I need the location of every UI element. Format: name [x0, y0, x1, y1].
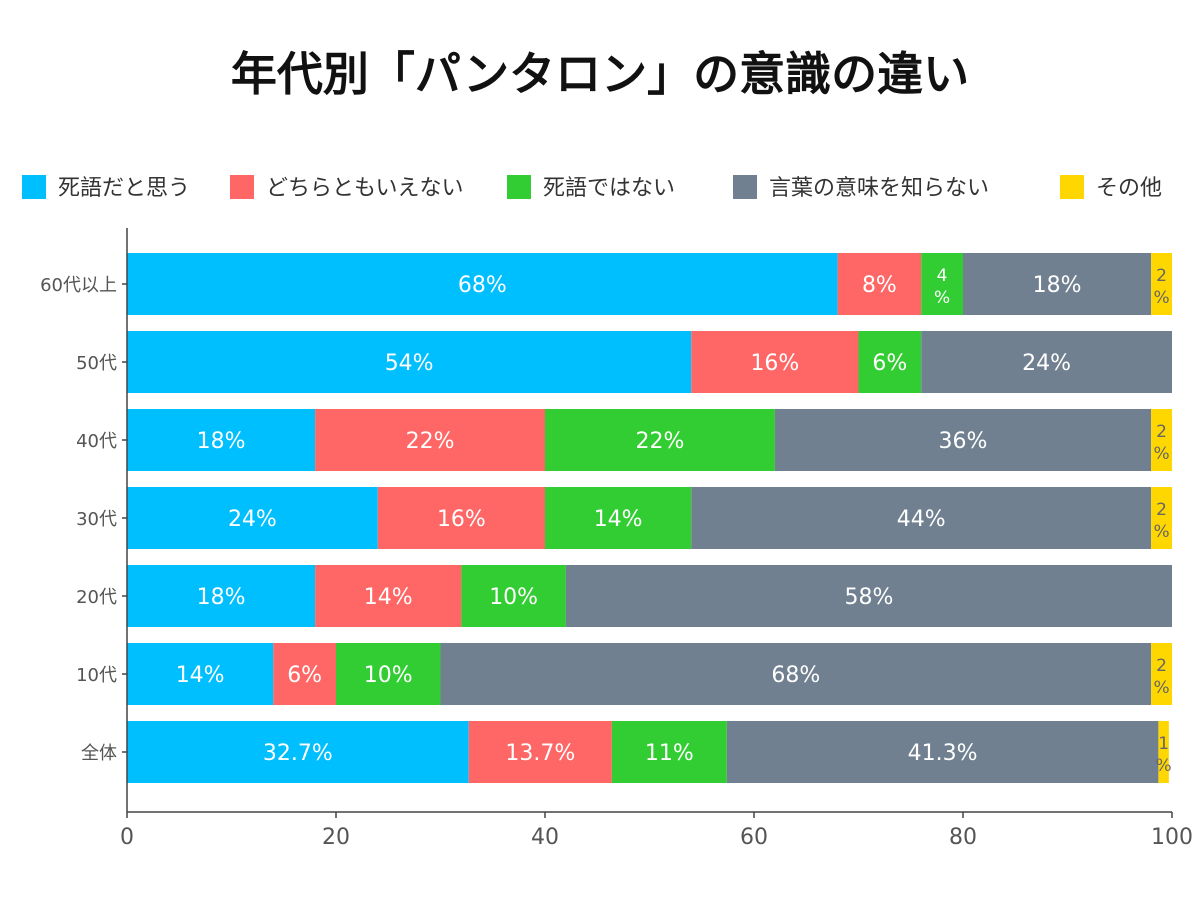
bar-1-3	[921, 331, 1172, 393]
bar-1-0	[127, 331, 692, 393]
bar-4-2	[461, 565, 566, 627]
bar-2-0	[127, 409, 316, 471]
category-label-0: 60代以上	[40, 275, 117, 296]
legend: 死語だと思う どちらともいえない 死語ではない 言葉の意味を知らない その他	[22, 175, 1162, 201]
bar-3-1	[377, 487, 545, 549]
bar-5-0	[127, 643, 274, 705]
bar-1-1	[691, 331, 859, 393]
legend-swatch-2	[507, 175, 531, 199]
axes: 0 20 40 60 80 100	[120, 228, 1193, 850]
x-tick-label-5: 100	[1151, 825, 1193, 850]
bar-label-2-2: 22%	[635, 429, 684, 454]
bar-label-6-1: 13.7%	[505, 741, 575, 766]
bar-5-4	[1151, 643, 1172, 705]
bar-4-3	[565, 565, 1172, 627]
bar-label-3-4: 2%	[1153, 500, 1169, 542]
bar-label-4-0: 18%	[197, 585, 246, 610]
bar-6-3	[726, 721, 1159, 783]
bar-3-3	[691, 487, 1152, 549]
bar-label-3-2: 14%	[594, 507, 643, 532]
bar-1-2	[858, 331, 922, 393]
category-label-4: 20代	[76, 587, 117, 608]
legend-label-1: どちらともいえない	[266, 176, 464, 201]
bar-6-0	[127, 721, 469, 783]
bar-label-1-2: 6%	[872, 351, 907, 376]
legend-label-0: 死語だと思う	[58, 176, 190, 201]
legend-swatch-3	[733, 175, 757, 199]
bar-label-5-0: 14%	[176, 663, 225, 688]
bar-label-0-3: 18%	[1033, 273, 1082, 298]
bar-label-1-3: 24%	[1022, 351, 1071, 376]
bar-6-1	[468, 721, 612, 783]
category-label-1: 50代	[76, 353, 117, 374]
bar-2-3	[774, 409, 1152, 471]
bar-6-2	[611, 721, 727, 783]
bar-label-0-1: 8%	[862, 273, 897, 298]
bar-0-4	[1151, 253, 1172, 315]
category-label-3: 30代	[76, 509, 117, 530]
category-label-2: 40代	[76, 431, 117, 452]
bar-label-4-2: 10%	[489, 585, 538, 610]
bar-label-2-1: 22%	[406, 429, 455, 454]
bar-2-1	[315, 409, 545, 471]
legend-swatch-4	[1060, 175, 1084, 199]
bar-label-2-4: 2%	[1153, 422, 1169, 464]
bar-label-5-3: 68%	[771, 663, 820, 688]
bar-0-2	[921, 253, 963, 315]
bar-label-5-1: 6%	[287, 663, 322, 688]
bar-label-2-0: 18%	[197, 429, 246, 454]
bar-label-5-2: 10%	[364, 663, 413, 688]
bar-label-1-0: 54%	[385, 351, 434, 376]
legend-label-4: その他	[1096, 176, 1162, 201]
x-tick-label-3: 60	[740, 825, 768, 850]
x-tick-label-1: 20	[322, 825, 350, 850]
bar-3-0	[127, 487, 378, 549]
bar-label-1-1: 16%	[750, 351, 799, 376]
bar-label-6-3: 41.3%	[908, 741, 978, 766]
bar-3-2	[545, 487, 692, 549]
bar-label-5-4: 2%	[1153, 656, 1169, 698]
bar-0-1	[837, 253, 922, 315]
bar-label-0-2: 4%	[934, 266, 950, 308]
legend-label-3: 言葉の意味を知らない	[769, 176, 989, 201]
bar-label-0-0: 68%	[458, 273, 507, 298]
bar-0-0	[127, 253, 838, 315]
legend-swatch-1	[230, 175, 254, 199]
bar-3-4	[1151, 487, 1172, 549]
bar-label-6-0: 32.7%	[263, 741, 333, 766]
bars: 68% 8% 4% 18% 2 % 60代以上 54% 16% 6% 24% 50代 18% 22% 22%…	[40, 253, 1172, 783]
bar-2-4	[1151, 409, 1172, 471]
bar-6-4	[1158, 721, 1169, 783]
bar-label-4-3: 58%	[844, 585, 893, 610]
bar-2-2	[545, 409, 775, 471]
bar-5-3	[440, 643, 1152, 705]
x-tick-label-0: 0	[120, 825, 134, 850]
category-label-6: 全体	[81, 743, 117, 764]
bar-label-0-4: 2%	[1153, 266, 1169, 308]
legend-swatch-0	[22, 175, 46, 199]
bar-4-0	[127, 565, 316, 627]
category-label-5: 10代	[76, 665, 117, 686]
bar-0-3	[963, 253, 1152, 315]
bar-4-1	[315, 565, 462, 627]
bar-label-4-1: 14%	[364, 585, 413, 610]
legend-label-2: 死語ではない	[543, 176, 675, 201]
x-tick-label-4: 80	[949, 825, 977, 850]
bar-label-3-3: 44%	[897, 507, 946, 532]
bar-label-6-2: 11%	[645, 741, 694, 766]
x-tick-label-2: 40	[531, 825, 559, 850]
bar-label-3-1: 16%	[437, 507, 486, 532]
bar-label-3-0: 24%	[228, 507, 277, 532]
bar-label-6-4: 1%	[1156, 734, 1172, 776]
chart-title: 年代別「パンタロン」の意識の違い	[231, 47, 969, 101]
bar-5-2	[336, 643, 441, 705]
bar-5-1	[273, 643, 336, 705]
bar-label-2-3: 36%	[939, 429, 988, 454]
